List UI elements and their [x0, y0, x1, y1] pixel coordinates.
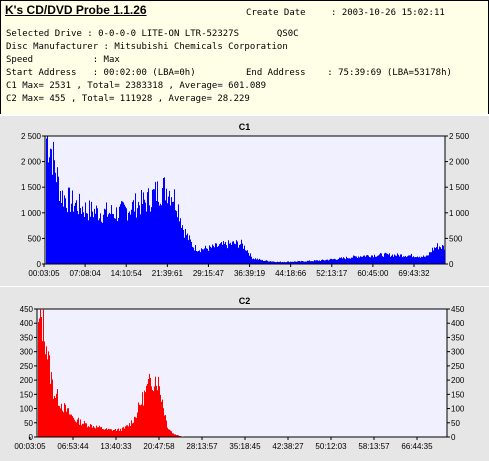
c1-y-tick-label-right: 2 000	[449, 158, 470, 167]
c2-x-tick-label: 20:47:58	[143, 442, 175, 451]
c1-chart: C1 2 500 2 500 2 000 2 000 1 500 1 500 1 000 1 0…	[0, 116, 489, 286]
c1-x-tick-label: 29:15:47	[193, 269, 225, 278]
end-address: End Address : 75:39:69 (LBA=53178h)	[246, 68, 452, 78]
c2-y-tick-label-right: 450	[451, 305, 465, 314]
c2-plot-area	[36, 308, 448, 438]
c2-series	[38, 309, 184, 437]
c1-x-tick-label: 60:45:00	[357, 269, 389, 278]
c2-y-tick-label-right: 50	[451, 419, 460, 428]
c1-x-tick-label: 07:08:04	[70, 269, 102, 278]
c1-y-tick-label-left: 2 000	[21, 158, 42, 167]
c1-x-tick-label: 69:43:32	[398, 269, 430, 278]
c1-y-tick-label-right: 1 000	[449, 209, 470, 218]
c1-x-tick-label: 36:39:19	[234, 269, 266, 278]
c1-x-tick-label: 14:10:54	[111, 269, 143, 278]
selected-drive: Selected Drive : 0-0-0-0 LITE-ON LTR-523…	[6, 29, 299, 39]
c2-x-tick-label: 66:44:35	[401, 442, 433, 451]
c2-y-tick-label-right: 400	[451, 319, 465, 328]
c2-y-tick-label-left: 400	[20, 319, 34, 328]
c2-y-tick-label-left: 150	[20, 390, 34, 399]
c2-x-tick-label: 13:40:33	[100, 442, 132, 451]
c2-y-tick-label-left: 50	[24, 419, 33, 428]
c2-x-tick-label: 28:13:57	[186, 442, 218, 451]
c1-y-tick-label-left: 500	[28, 234, 42, 243]
disc-manufacturer: Disc Manufacturer : Mitsubishi Chemicals…	[6, 42, 288, 52]
c1-x-tick-label: 52:13:17	[316, 269, 348, 278]
c2-title: C2	[239, 296, 251, 306]
report-panel: K's CD/DVD Probe 1.1.26 Create Date : 20…	[0, 0, 489, 115]
c1-title: C1	[239, 122, 251, 132]
app-title: K's CD/DVD Probe 1.1.26	[5, 3, 147, 17]
speed: Speed : Max	[6, 55, 120, 65]
start-address: Start Address : 00:02:00 (LBA=0h)	[6, 68, 196, 78]
c2-y-tick-label-left: 300	[20, 348, 34, 357]
c2-x-tick-label: 06:53:44	[57, 442, 89, 451]
c2-x-tick-label: 50:12:03	[315, 442, 347, 451]
create-date-label: Create Date	[246, 8, 306, 18]
c1-y-tick-label-right: 500	[449, 234, 463, 243]
c1-y-tick-label-left: 1 000	[21, 209, 42, 218]
c2-x-tick-label: 58:13:57	[358, 442, 390, 451]
c1-series	[46, 136, 445, 264]
c2-y-tick-label-right: 350	[451, 333, 465, 342]
c1-x-tick-label: 00:03:05	[28, 269, 60, 278]
c2-y-tick-label-right: 300	[451, 348, 465, 357]
c1-y-tick-label-left: 2 500	[21, 132, 42, 141]
c2-y-tick-label-left: 350	[20, 333, 34, 342]
c2-stats: C2 Max= 455 , Total= 111928 , Average= 2…	[6, 94, 250, 104]
c2-y-tick-label-right: 0	[451, 433, 456, 442]
c2-y-tick-label-left: 450	[20, 305, 34, 314]
c1-y-tick-label-left: 0	[37, 260, 42, 269]
c1-y-tick-label-right: 1 500	[449, 183, 470, 192]
c1-y-tick-label-right: 0	[449, 260, 454, 269]
c2-x-tick-label: 00:03:05	[14, 442, 46, 451]
c2-y-tick-label-right: 150	[451, 390, 465, 399]
c2-y-tick-label-right: 250	[451, 362, 465, 371]
create-date-value: : 2003-10-26 15:02:11	[331, 8, 445, 18]
separator	[0, 114, 489, 116]
c2-chart: C2 450 450 400 400 350 350 300 300 250 250 200 200 15…	[0, 287, 489, 461]
c2-y-tick-label-left: 250	[20, 362, 34, 371]
c1-stats: C1 Max= 2531 , Total= 2383318 , Average=…	[6, 81, 267, 91]
c2-y-tick-label-right: 100	[451, 405, 465, 414]
c1-y-tick-label-right: 2 500	[449, 132, 470, 141]
c2-x-tick-label: 42:38:27	[272, 442, 304, 451]
c2-y-tick-label-left: 200	[20, 376, 34, 385]
c2-y-tick-label-left: 100	[20, 405, 34, 414]
c1-y-tick-label-left: 1 500	[21, 183, 42, 192]
c1-x-tick-label: 44:18:66	[275, 269, 307, 278]
c2-y-tick-label-right: 200	[451, 376, 465, 385]
c2-x-tick-label: 35:18:45	[229, 442, 261, 451]
c1-x-tick-label: 21:39:61	[152, 269, 184, 278]
c2-y-tick-label-left: 0	[29, 433, 34, 442]
